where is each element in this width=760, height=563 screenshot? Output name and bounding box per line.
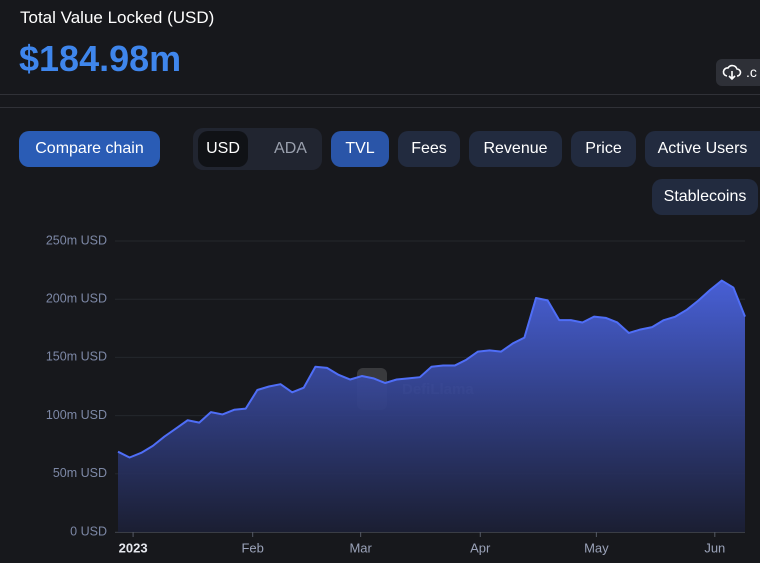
- y-tick-label: 100m USD: [46, 408, 107, 422]
- divider: [0, 94, 760, 95]
- download-label: .c: [746, 64, 757, 80]
- tvl-button[interactable]: TVL: [331, 131, 389, 167]
- y-tick-label: 0 USD: [70, 524, 107, 538]
- y-tick-label: 150m USD: [46, 350, 107, 364]
- area-fill: [118, 280, 745, 532]
- x-tick-label: Feb: [241, 540, 263, 555]
- x-tick-label: May: [584, 540, 609, 555]
- y-tick-label: 200m USD: [46, 291, 107, 305]
- compare-chain-button[interactable]: Compare chain: [19, 131, 160, 167]
- x-tick-label: 2023: [119, 540, 148, 555]
- divider: [0, 107, 760, 108]
- title: Total Value Locked (USD): [20, 8, 215, 27]
- tvl-value: $184.98m: [19, 38, 182, 79]
- area-line: [117, 279, 746, 459]
- download-icon: [722, 64, 742, 81]
- active-users-button[interactable]: Active Users: [645, 131, 760, 167]
- stablecoins-button[interactable]: Stablecoins: [652, 179, 758, 215]
- usd-toggle[interactable]: USD: [198, 131, 248, 167]
- currency-toggle: USD ADA: [193, 128, 322, 170]
- x-tick-label: Mar: [349, 540, 372, 555]
- y-tick-label: 50m USD: [53, 466, 107, 480]
- price-button[interactable]: Price: [571, 131, 636, 167]
- x-tick-label: Apr: [470, 540, 491, 555]
- ada-toggle[interactable]: ADA: [274, 140, 307, 157]
- revenue-button[interactable]: Revenue: [469, 131, 562, 167]
- y-tick-label: 250m USD: [46, 233, 107, 247]
- download-button[interactable]: .c: [716, 59, 760, 86]
- x-tick-label: Jun: [704, 540, 725, 555]
- fees-button[interactable]: Fees: [398, 131, 460, 167]
